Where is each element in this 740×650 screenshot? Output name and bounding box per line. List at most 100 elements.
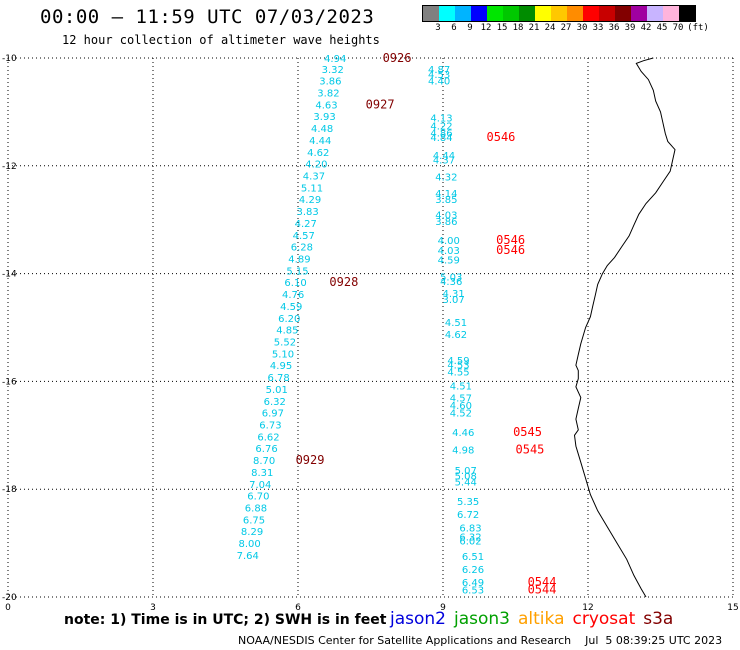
- wave-height-label: 6.51: [462, 552, 484, 563]
- colorbar-swatch: [663, 6, 679, 21]
- wave-height-label: 6.73: [259, 421, 281, 432]
- pass-time-label: 0544: [528, 582, 557, 596]
- wave-height-label: 4.98: [452, 445, 474, 456]
- wave-height-label: 4.87: [428, 65, 450, 76]
- wave-height-label: 4.31: [442, 289, 464, 300]
- wave-height-label: 5.01: [266, 385, 288, 396]
- colorbar-swatch: [647, 6, 663, 21]
- wave-height-label: 6.70: [247, 492, 269, 503]
- wave-height-label: 4.44: [309, 136, 331, 147]
- colorbar-swatch: [503, 6, 519, 21]
- colorbar-swatch: [599, 6, 615, 21]
- wave-height-label: 4.60: [450, 401, 472, 412]
- colorbar-label: 33: [592, 23, 604, 33]
- pass-time-label: 0545: [513, 425, 542, 439]
- colorbar-swatch: [439, 6, 455, 21]
- wave-height-label: 8.00: [239, 539, 261, 550]
- wave-height-label: 6.28: [291, 243, 313, 254]
- map-grid: [7, 57, 734, 598]
- lon-tick-label: 6: [295, 603, 301, 610]
- wave-height-label: 4.57: [293, 231, 315, 242]
- colorbar-label: 6: [451, 23, 457, 33]
- wave-height-label: 6.62: [257, 432, 279, 443]
- track-east_track: 4.874.534.404.134.224.864.844.444.374.32…: [428, 65, 484, 597]
- wave-height-label: 4.94: [324, 54, 346, 65]
- wave-height-label: 6.97: [262, 409, 284, 420]
- colorbar-swatch: [455, 6, 471, 21]
- wave-height-label: 4.22: [430, 121, 452, 132]
- wave-height-label: 4.53: [447, 361, 469, 372]
- colorbar-label: 18: [512, 23, 524, 33]
- colorbar-swatch: [615, 6, 631, 21]
- wave-height-label: 3.86: [319, 77, 341, 88]
- wave-height-label: 8.29: [241, 527, 263, 538]
- wave-height-label: 4.53: [428, 70, 450, 81]
- lat-tick-label: -16: [2, 377, 17, 387]
- colorbar-label: 42: [640, 23, 652, 33]
- wave-height-label: 3.82: [317, 88, 339, 99]
- wave-height-label: 6.02: [459, 536, 481, 547]
- satellite-legend: jason2 jason3 altika cryosat s3a: [390, 609, 681, 629]
- page-title: 00:00 – 11:59 UTC 07/03/2023: [40, 6, 375, 28]
- lon-tick-label: 15: [727, 603, 738, 610]
- altimeter-tracks: 4.943.323.863.824.633.934.484.444.624.20…: [237, 54, 484, 596]
- colorbar-label: 36: [608, 23, 620, 33]
- wave-height-label: 5.52: [274, 338, 296, 349]
- wave-height-label: 4.48: [311, 124, 333, 135]
- pass-time-label: 0546: [496, 243, 525, 257]
- axis-ticks: 0 3 6 9 12 15 -10 -12 -14 -16 -18 -20: [2, 54, 739, 610]
- wave-height-label: 8.70: [253, 456, 275, 467]
- wave-height-label: 4.27: [295, 219, 317, 230]
- wave-height-label: 5.03: [440, 272, 462, 283]
- wave-height-label: 6.88: [245, 504, 267, 515]
- colorbar-label: 9: [467, 23, 473, 33]
- lon-tick-label: 0: [5, 603, 11, 610]
- wave-height-label: 4.51: [450, 382, 472, 393]
- pass-time-label: 0546: [487, 130, 516, 144]
- wave-height-label: 4.95: [270, 361, 292, 372]
- wave-height-label: 4.86: [430, 128, 452, 139]
- wave-height-label: 4.59: [438, 256, 460, 267]
- wave-height-label: 5.15: [286, 266, 308, 277]
- colorbar-swatch: [583, 6, 599, 21]
- colorbar-swatch: [631, 6, 647, 21]
- wave-height-label: 5.10: [272, 349, 294, 360]
- colorbar-swatch: [487, 6, 503, 21]
- wave-height-label: 4.03: [435, 210, 457, 221]
- wave-height-label: 6.32: [264, 397, 286, 408]
- colorbar: 3 6 9 12 15 18 21 24 27 30 33 36 39 42 45 70 (ft): [422, 5, 709, 37]
- colorbar-label: 15: [496, 23, 508, 33]
- lat-tick-label: -12: [2, 162, 17, 172]
- wave-height-label: 3.93: [313, 112, 335, 123]
- wave-height-label: 5.44: [455, 478, 477, 489]
- track-west_track: 4.943.323.863.824.633.934.484.444.624.20…: [237, 54, 347, 562]
- wave-height-label: 4.62: [307, 148, 329, 159]
- colorbar-swatch: [471, 6, 487, 21]
- wave-height-label: 4.52: [450, 409, 472, 420]
- wave-height-label: 4.36: [440, 277, 462, 288]
- wave-height-label: 3.85: [435, 195, 457, 206]
- pass-time-label: 0546: [496, 233, 525, 247]
- legend-altika: altika: [518, 609, 565, 629]
- lat-tick-label: -10: [2, 54, 17, 64]
- wave-height-label: 6.75: [243, 515, 265, 526]
- wave-height-label: 7.04: [249, 480, 271, 491]
- legend-jason3: jason3: [454, 609, 510, 629]
- lat-tick-label: -14: [2, 270, 17, 280]
- wave-height-label: 4.00: [438, 236, 460, 247]
- wave-height-label: 3.07: [442, 295, 464, 306]
- pass-time-label: 0544: [528, 575, 557, 589]
- lat-tick-label: -20: [2, 593, 17, 603]
- lat-tick-label: -18: [2, 485, 17, 495]
- wave-height-label: 4.62: [445, 330, 467, 341]
- wave-height-label: 5.35: [457, 497, 479, 508]
- wave-height-label: 4.55: [447, 368, 469, 379]
- wave-height-label: 3.32: [322, 65, 344, 76]
- wave-height-label: 4.76: [282, 290, 304, 301]
- colorbar-swatch: [679, 6, 695, 21]
- wave-height-label: 4.59: [447, 356, 469, 367]
- colorbar-swatch: [535, 6, 551, 21]
- wave-height-label: 4.20: [305, 160, 327, 171]
- wave-height-label: 5.07: [455, 466, 477, 477]
- colorbar-label: 45: [656, 23, 668, 33]
